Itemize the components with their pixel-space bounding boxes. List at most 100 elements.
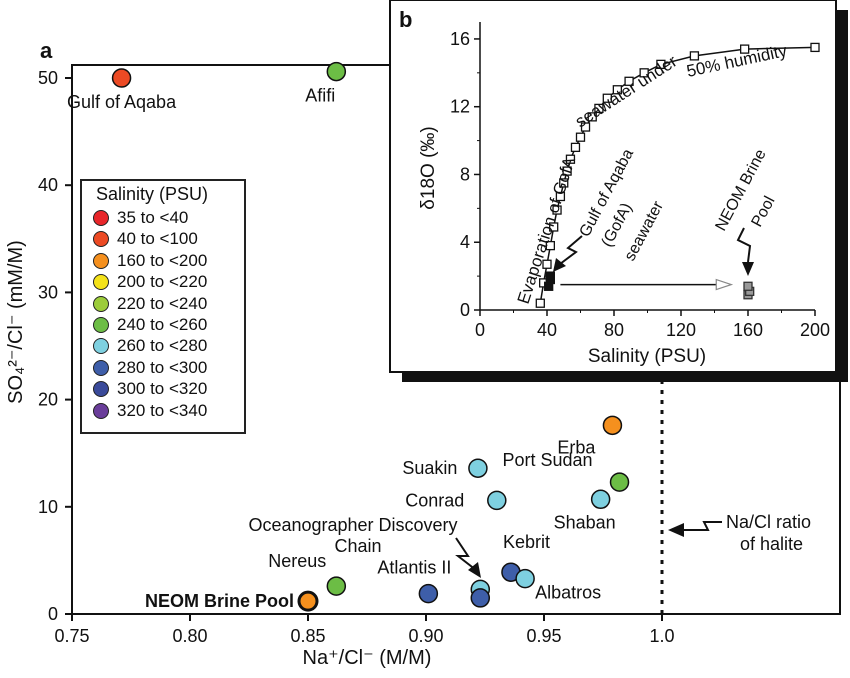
legend-item-label: 160 to <200 bbox=[117, 250, 208, 270]
panel-b-y-tick-label: 8 bbox=[460, 164, 470, 184]
data-point-label: Shaban bbox=[554, 512, 616, 532]
data-point bbox=[468, 458, 488, 478]
halite-label-line-2: of halite bbox=[740, 534, 803, 554]
halite-arrowhead bbox=[668, 523, 684, 537]
panel-b-marker bbox=[594, 103, 604, 114]
legend-swatch bbox=[93, 274, 109, 291]
legend-swatch bbox=[93, 295, 109, 312]
gofa-arrowhead bbox=[553, 258, 566, 272]
panel-b-marker bbox=[575, 132, 586, 142]
panel-a-y-tick-label: 40 bbox=[38, 175, 58, 195]
data-point-label: Suakin bbox=[402, 458, 457, 478]
data-point bbox=[418, 583, 439, 604]
panel-b-marker bbox=[542, 259, 552, 269]
legend-item: 240 to <260 bbox=[93, 315, 207, 335]
legend-item: 220 to <240 bbox=[93, 294, 207, 314]
panel-b-x-tick-label: 80 bbox=[604, 320, 624, 340]
panel-b-inset: b 0 40 80 120 160 200 0 4 8 12 16 Salinity (PSU) δ… bbox=[389, 0, 848, 382]
panel-b-y-tick-label: 12 bbox=[450, 97, 470, 117]
legend-swatch bbox=[93, 359, 109, 376]
legend-swatch bbox=[93, 252, 109, 269]
legend-item-label: 240 to <260 bbox=[117, 315, 208, 334]
data-point-label: NEOM Brine Pool bbox=[145, 591, 294, 611]
panel-a-y-tick-label: 20 bbox=[38, 390, 58, 410]
panel-b-marker bbox=[545, 240, 555, 251]
salinity-shift-arrowhead bbox=[715, 278, 734, 291]
panel-b-marker bbox=[740, 44, 750, 54]
data-point-label: Kebrit bbox=[503, 532, 550, 552]
panel-a-x-axis-label: Na⁺/Cl⁻ (M/M) bbox=[303, 647, 432, 669]
data-point bbox=[609, 472, 630, 492]
legend-swatch bbox=[93, 381, 109, 398]
panel-b-marker bbox=[743, 281, 753, 291]
data-point bbox=[515, 568, 535, 589]
panel-b-marker bbox=[624, 76, 634, 86]
data-point bbox=[470, 588, 491, 608]
panel-b-marker bbox=[570, 142, 581, 153]
panel-b-points bbox=[535, 42, 820, 308]
data-point-label: Atlantis II bbox=[377, 558, 451, 578]
panel-a-points bbox=[111, 61, 630, 612]
panel-b-marker bbox=[639, 68, 649, 78]
legend-item: 320 to <340 bbox=[93, 401, 207, 421]
data-point-label: Port Sudan bbox=[502, 450, 592, 470]
gofa-lightning-pointer bbox=[559, 235, 583, 265]
legend-item: 260 to <280 bbox=[93, 336, 207, 356]
panel-b-marker bbox=[545, 271, 555, 281]
legend-item-label: 35 to <40 bbox=[117, 208, 189, 227]
panel-a-y-tick-label: 30 bbox=[38, 282, 58, 302]
legend-item: 200 to <220 bbox=[93, 272, 207, 292]
legend-swatch bbox=[93, 210, 109, 226]
panel-a-y-tick-label: 50 bbox=[38, 68, 58, 88]
legend-item: 40 to <100 bbox=[93, 229, 198, 249]
oceanographer-lightning-pointer bbox=[455, 537, 477, 571]
panel-a-letter: a bbox=[40, 38, 53, 63]
panel-a-x-tick-label: 0.75 bbox=[54, 626, 89, 646]
panel-b-y-tick-label: 0 bbox=[460, 300, 470, 320]
panel-b-x-tick-label: 0 bbox=[475, 320, 485, 340]
data-point bbox=[487, 490, 507, 511]
halite-lightning-pointer bbox=[682, 521, 722, 531]
panel-b-marker bbox=[565, 154, 576, 164]
legend-item-label: 200 to <220 bbox=[117, 272, 208, 292]
panel-a-y-tick-label: 10 bbox=[38, 497, 58, 517]
neom-arrowhead bbox=[742, 262, 754, 276]
panel-b-x-tick-label: 160 bbox=[733, 320, 763, 340]
panel-a-y-tick-label: 0 bbox=[48, 604, 58, 624]
panel-b-y-tick-label: 4 bbox=[460, 232, 470, 252]
legend-title: Salinity (PSU) bbox=[96, 184, 209, 204]
halite-label-line-1: Na/Cl ratio bbox=[726, 512, 811, 532]
legend-item-label: 320 to <340 bbox=[117, 400, 208, 420]
oceanographer-arrowhead bbox=[468, 562, 481, 578]
panel-b-x-axis-label: Salinity (PSU) bbox=[588, 346, 706, 367]
data-point-label: Albatros bbox=[535, 583, 601, 603]
panel-a-y-axis-label: SO₄²⁻/Cl⁻ (mM/M) bbox=[5, 240, 27, 404]
data-point bbox=[326, 576, 347, 596]
data-point bbox=[111, 68, 132, 88]
panel-b-marker bbox=[549, 222, 559, 232]
legend-item: 280 to <300 bbox=[93, 358, 207, 378]
panel-a-x-tick-label: 0.90 bbox=[408, 626, 443, 646]
legend-swatch bbox=[93, 231, 109, 248]
data-point-label: Afifi bbox=[305, 86, 335, 106]
oceanographer-label-line-1: Oceanographer Discovery bbox=[248, 515, 457, 535]
panel-b-marker bbox=[552, 205, 562, 215]
data-point bbox=[297, 590, 319, 612]
panel-b-marker bbox=[602, 93, 612, 103]
panel-a-x-tick-label: 0.85 bbox=[290, 626, 325, 646]
panel-b-y-axis-label: δ18O (‰) bbox=[418, 126, 439, 209]
panel-b-marker bbox=[535, 298, 545, 308]
legend-swatch bbox=[93, 338, 109, 355]
legend-item-label: 280 to <300 bbox=[117, 357, 208, 377]
panel-a-point-labels: Gulf of Aqaba Afifi Erba Suakin Port Sudan Co… bbox=[67, 86, 616, 612]
panel-a-x-tick-label: 0.80 bbox=[172, 626, 207, 646]
panel-a-x-tick-label: 1.0 bbox=[649, 626, 674, 646]
legend-item-label: 260 to <280 bbox=[117, 336, 208, 356]
data-point bbox=[326, 61, 347, 82]
panel-b-axes: 0 40 80 120 160 200 0 4 8 12 16 bbox=[450, 22, 830, 340]
legend-swatch bbox=[93, 402, 109, 419]
legend-item: 35 to <40 bbox=[93, 208, 188, 228]
legend-item-label: 220 to <240 bbox=[117, 293, 208, 313]
